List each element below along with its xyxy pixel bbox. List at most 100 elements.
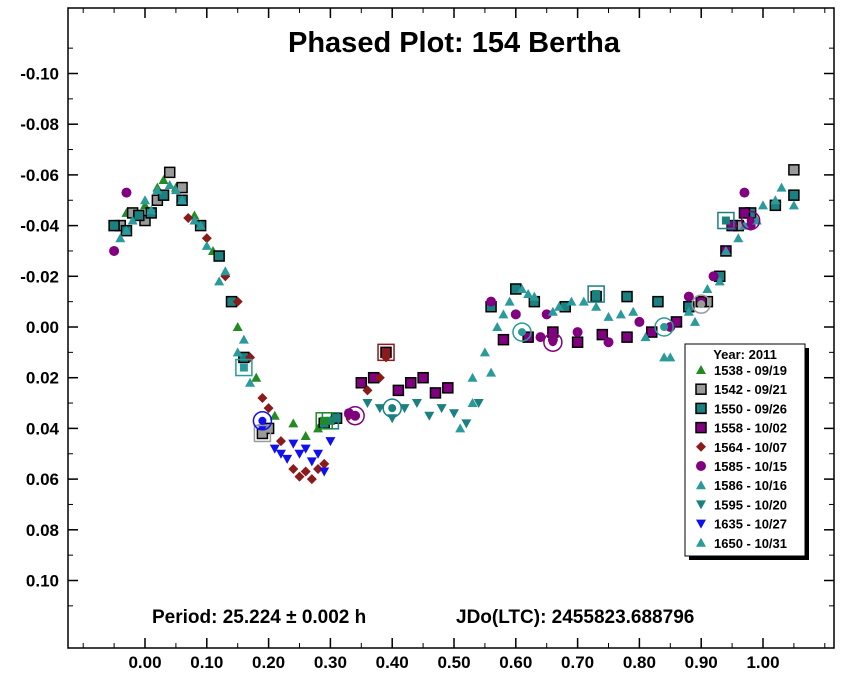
- data-point: [665, 352, 676, 362]
- legend-marker: [696, 461, 706, 471]
- y-tick-label: -0.04: [20, 217, 59, 236]
- highlight-dot: [388, 404, 397, 413]
- data-point: [411, 399, 422, 409]
- data-point: [522, 331, 534, 343]
- data-point: [690, 316, 701, 326]
- legend-marker: [696, 441, 706, 452]
- data-point: [758, 200, 768, 210]
- y-tick-label: 0.10: [26, 572, 59, 591]
- data-point: [467, 372, 478, 382]
- data-point: [417, 371, 429, 384]
- data-point: [294, 471, 305, 482]
- highlight-fill: [721, 216, 730, 225]
- data-point: [115, 233, 126, 243]
- x-tick-label: 0.40: [376, 653, 409, 672]
- highlight-dot: [548, 338, 557, 347]
- legend-label: 1538 - 09/19: [714, 363, 787, 378]
- data-point: [288, 418, 299, 428]
- period-text: Period: 25.224 ± 0.002 h: [152, 607, 366, 628]
- highlight-dot: [351, 411, 360, 420]
- highlight-dot: [746, 216, 755, 225]
- data-point: [578, 296, 589, 306]
- data-point: [708, 271, 719, 282]
- legend-title: Year: 2011: [713, 347, 777, 362]
- data-point: [374, 372, 385, 383]
- y-tick-label: -0.10: [20, 65, 59, 84]
- data-point: [157, 189, 170, 201]
- data-point: [640, 332, 651, 342]
- highlight-ring: [382, 398, 402, 418]
- data-point: [325, 437, 336, 447]
- data-point: [121, 225, 132, 235]
- data-point: [788, 164, 800, 176]
- data-point: [571, 336, 584, 348]
- data-point: [195, 220, 206, 230]
- highlight-ring: [345, 405, 365, 426]
- x-tick-label: 1.00: [746, 653, 779, 672]
- legend-marker: [696, 519, 706, 529]
- data-point: [146, 205, 157, 215]
- data-point: [497, 333, 510, 346]
- data-point: [621, 331, 633, 343]
- data-point: [547, 306, 558, 316]
- data-point: [535, 332, 546, 343]
- data-point: [461, 419, 472, 429]
- data-point: [714, 276, 725, 286]
- data-point: [436, 404, 447, 414]
- data-point: [510, 309, 521, 320]
- y-tick-label: -0.06: [20, 166, 59, 185]
- data-point: [603, 337, 614, 348]
- data-point: [720, 245, 731, 255]
- data-point: [788, 189, 800, 201]
- data-point: [152, 185, 163, 195]
- data-point: [467, 398, 478, 408]
- legend-box: [684, 343, 806, 557]
- data-point: [288, 439, 299, 449]
- data-point: [269, 444, 280, 454]
- data-point: [313, 463, 324, 474]
- data-point: [109, 245, 120, 256]
- data-point: [504, 296, 515, 306]
- data-point: [306, 457, 317, 467]
- data-point: [189, 215, 200, 225]
- highlight-ring: [512, 322, 532, 342]
- legend-marker: [695, 383, 707, 395]
- highlight-box: [587, 285, 605, 303]
- data-point: [572, 327, 583, 338]
- data-point: [319, 458, 330, 469]
- data-point: [404, 377, 417, 389]
- x-axis: 0.00 0.10 0.20 0.30 0.40 0.50 0.60 0.70 0.80 0.90…: [82, 8, 826, 672]
- data-point: [486, 367, 497, 377]
- data-point: [164, 180, 175, 190]
- data-point: [628, 306, 639, 316]
- data-point: [232, 347, 243, 357]
- x-tick-label: 0.10: [190, 653, 223, 672]
- data-point: [108, 219, 120, 232]
- data-point: [492, 322, 503, 331]
- data-point: [238, 334, 249, 344]
- data-point: [399, 404, 410, 414]
- data-point: [220, 266, 231, 276]
- data-point: [529, 291, 540, 301]
- data-point: [257, 392, 268, 403]
- data-point: [479, 347, 490, 357]
- data-point: [392, 384, 405, 397]
- data-point: [374, 404, 385, 414]
- data-point: [245, 377, 256, 387]
- legend: Year: 2011 1538 - 09/19 1542 - 09/21 1550 …: [684, 343, 809, 560]
- data-point: [603, 311, 614, 321]
- data-point: [163, 166, 176, 179]
- y-tick-label: 0.08: [26, 521, 59, 540]
- data-point: [498, 309, 509, 319]
- legend-label: 1650 - 10/31: [714, 536, 787, 551]
- data-point: [429, 387, 442, 399]
- data-point: [554, 301, 565, 311]
- y-tick-label: 0.06: [26, 470, 59, 489]
- x-tick-label: 0.00: [128, 653, 161, 672]
- y-tick-label: 0.04: [26, 419, 60, 438]
- highlighted-points: [235, 210, 761, 443]
- x-tick-label: 0.60: [499, 653, 532, 672]
- data-point: [541, 309, 552, 320]
- data-point: [776, 182, 787, 192]
- y-tick-label: -0.02: [20, 267, 59, 286]
